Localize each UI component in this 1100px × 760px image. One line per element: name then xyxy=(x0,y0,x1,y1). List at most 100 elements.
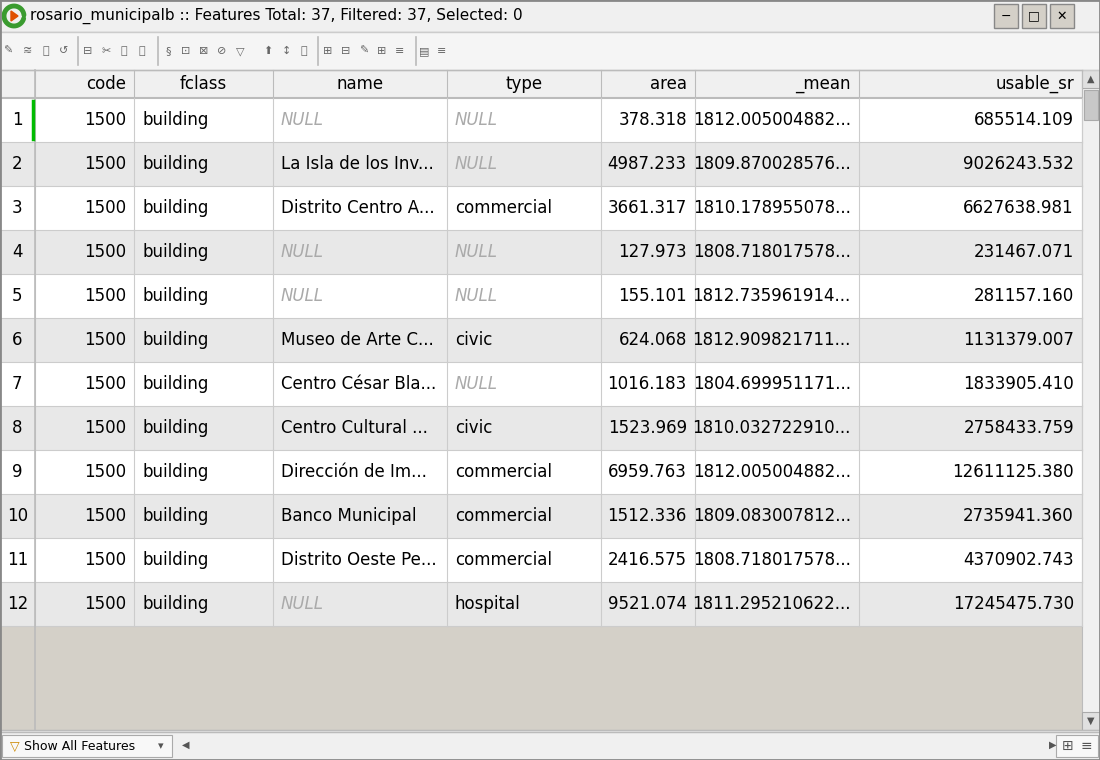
Text: ✎: ✎ xyxy=(360,46,368,56)
Text: 12: 12 xyxy=(7,595,28,613)
Text: 1812.005004882...: 1812.005004882... xyxy=(693,111,850,129)
Text: ≡: ≡ xyxy=(1080,739,1092,753)
Text: 1500: 1500 xyxy=(84,507,126,525)
Text: ▤: ▤ xyxy=(419,46,429,56)
Text: ⊡: ⊡ xyxy=(182,46,190,56)
Bar xyxy=(1082,70,1100,88)
Text: hospital: hospital xyxy=(454,595,520,613)
Text: ⊞: ⊞ xyxy=(1063,739,1074,753)
Text: 1523.969: 1523.969 xyxy=(607,419,686,437)
Text: 1500: 1500 xyxy=(84,463,126,481)
Text: 5: 5 xyxy=(12,287,23,305)
Text: building: building xyxy=(142,463,208,481)
Text: ▼: ▼ xyxy=(1087,716,1094,726)
Text: 1500: 1500 xyxy=(84,595,126,613)
Text: 10: 10 xyxy=(7,507,28,525)
Text: ✕: ✕ xyxy=(1057,10,1067,23)
Bar xyxy=(1042,734,1064,756)
Text: ≡: ≡ xyxy=(395,46,405,56)
Bar xyxy=(0,142,1082,186)
Bar xyxy=(1084,90,1098,120)
Text: §: § xyxy=(165,46,170,56)
Bar xyxy=(1082,70,1100,730)
Text: 11: 11 xyxy=(7,551,28,569)
Text: ⎗: ⎗ xyxy=(139,46,145,56)
Text: 3661.317: 3661.317 xyxy=(607,199,686,217)
Text: building: building xyxy=(142,595,208,613)
Text: 1810.178955078...: 1810.178955078... xyxy=(693,199,850,217)
Text: ◀: ◀ xyxy=(183,740,189,750)
Text: 8: 8 xyxy=(12,419,23,437)
Text: _mean: _mean xyxy=(795,75,850,93)
Text: 1500: 1500 xyxy=(84,155,126,173)
Bar xyxy=(0,230,1082,274)
Text: 624.068: 624.068 xyxy=(618,331,686,349)
Text: 1500: 1500 xyxy=(84,287,126,305)
Bar xyxy=(0,406,1082,450)
Text: 1809.870028576...: 1809.870028576... xyxy=(693,155,850,173)
Bar xyxy=(1050,4,1074,28)
Text: commercial: commercial xyxy=(454,551,552,569)
Text: ▾: ▾ xyxy=(158,741,164,751)
Text: ▽: ▽ xyxy=(235,46,244,56)
Text: Museo de Arte C...: Museo de Arte C... xyxy=(280,331,433,349)
Text: 1811.295210622...: 1811.295210622... xyxy=(692,595,850,613)
Text: 1500: 1500 xyxy=(84,551,126,569)
Text: Distrito Oeste Pe...: Distrito Oeste Pe... xyxy=(280,551,437,569)
Text: 1500: 1500 xyxy=(84,111,126,129)
Text: commercial: commercial xyxy=(454,463,552,481)
Text: ✎: ✎ xyxy=(3,46,13,56)
Text: 4370902.743: 4370902.743 xyxy=(964,551,1074,569)
Text: 155.101: 155.101 xyxy=(618,287,686,305)
Text: ⊠: ⊠ xyxy=(199,46,209,56)
Text: NULL: NULL xyxy=(454,375,497,393)
Text: 1500: 1500 xyxy=(84,243,126,261)
Bar xyxy=(0,730,1100,760)
Text: ⎘: ⎘ xyxy=(121,46,128,56)
Text: 6: 6 xyxy=(12,331,23,349)
Text: La Isla de los Inv...: La Isla de los Inv... xyxy=(280,155,433,173)
Text: ≡: ≡ xyxy=(438,46,447,56)
Text: 4987.233: 4987.233 xyxy=(607,155,686,173)
Text: building: building xyxy=(142,507,208,525)
Bar xyxy=(0,32,1100,70)
Text: NULL: NULL xyxy=(280,595,324,613)
Text: type: type xyxy=(505,75,542,93)
Text: 9026243.532: 9026243.532 xyxy=(964,155,1074,173)
Text: ⊟: ⊟ xyxy=(84,46,92,56)
Text: code: code xyxy=(86,75,126,93)
Text: □: □ xyxy=(1028,10,1040,23)
Text: NULL: NULL xyxy=(280,111,324,129)
Text: 7: 7 xyxy=(12,375,23,393)
Text: 1833905.410: 1833905.410 xyxy=(964,375,1074,393)
Text: commercial: commercial xyxy=(454,507,552,525)
Text: 6959.763: 6959.763 xyxy=(608,463,686,481)
Text: ▶: ▶ xyxy=(1049,740,1057,750)
Text: ⊞: ⊞ xyxy=(377,46,387,56)
Polygon shape xyxy=(11,11,18,21)
Text: 1810.032722910...: 1810.032722910... xyxy=(692,419,850,437)
Bar xyxy=(0,538,1082,582)
Text: ⊘: ⊘ xyxy=(218,46,227,56)
Text: Banco Municipal: Banco Municipal xyxy=(280,507,417,525)
Text: ↺: ↺ xyxy=(59,46,68,56)
Bar xyxy=(0,0,1100,32)
Text: 1500: 1500 xyxy=(84,199,126,217)
Text: 1812.005004882...: 1812.005004882... xyxy=(693,463,850,481)
Text: ✂: ✂ xyxy=(101,46,111,56)
Text: ⊟: ⊟ xyxy=(341,46,351,56)
Text: 1808.718017578...: 1808.718017578... xyxy=(693,243,850,261)
Text: 127.973: 127.973 xyxy=(618,243,686,261)
Text: 1809.083007812...: 1809.083007812... xyxy=(693,507,850,525)
Text: 378.318: 378.318 xyxy=(618,111,686,129)
Text: building: building xyxy=(142,551,208,569)
Text: NULL: NULL xyxy=(280,287,324,305)
Text: 1: 1 xyxy=(12,111,23,129)
Text: 1808.718017578...: 1808.718017578... xyxy=(693,551,850,569)
Text: building: building xyxy=(142,155,208,173)
Text: 1812.735961914...: 1812.735961914... xyxy=(692,287,850,305)
Text: 2416.575: 2416.575 xyxy=(608,551,686,569)
Bar xyxy=(2,735,172,757)
Text: NULL: NULL xyxy=(454,155,497,173)
Text: building: building xyxy=(142,199,208,217)
